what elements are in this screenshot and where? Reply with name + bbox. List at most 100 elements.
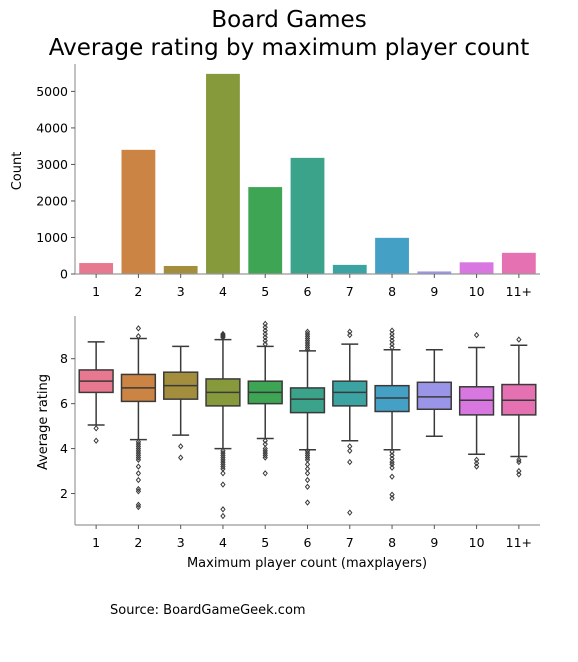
rating-y-axis-label: Average rating — [36, 374, 51, 470]
count-bar-chart: 0 1000 2000 3000 4000 5000 1 2 3 4 5 6 7 8 9 10 11+ Coun… — [10, 64, 540, 299]
outlier-point — [262, 454, 268, 461]
count-bar-10 — [459, 262, 494, 274]
outlier-point — [389, 461, 395, 468]
count-y-axis-label: Count — [10, 152, 25, 191]
outlier-point — [516, 456, 522, 464]
count-y-tick-label: 1000 — [36, 230, 68, 245]
rating-box-11+ — [501, 336, 537, 478]
outlier-point — [389, 327, 395, 334]
outlier-point — [135, 488, 142, 495]
outlier-point — [304, 499, 311, 506]
outlier-point — [304, 483, 311, 490]
outlier-point — [516, 471, 522, 478]
outlier-point — [473, 460, 480, 467]
outlier-point — [262, 327, 268, 334]
outlier-point — [220, 331, 226, 339]
outlier-point — [389, 448, 395, 456]
outlier-point — [304, 476, 311, 484]
outlier-point — [220, 481, 226, 488]
rating-x-tick-label: 9 — [430, 535, 438, 550]
count-x-tick-label: 5 — [261, 284, 269, 299]
outlier-point — [389, 452, 395, 459]
outlier-point — [389, 458, 395, 466]
count-x-tick-label: 3 — [177, 284, 185, 299]
count-x-tick-label: 9 — [430, 284, 438, 299]
outlier-point — [347, 447, 353, 455]
rating-x-tick-label: 4 — [219, 535, 227, 550]
outlier-point — [262, 334, 268, 341]
rating-box-2 — [120, 325, 157, 511]
outlier-point — [516, 458, 522, 466]
rating-x-tick-label: 1 — [92, 535, 100, 550]
outlier-point — [389, 330, 395, 338]
count-bar-6 — [290, 157, 325, 274]
outlier-point — [93, 437, 99, 444]
outlier-point — [473, 463, 480, 470]
outlier-point — [135, 333, 142, 340]
outlier-point — [178, 454, 184, 461]
rating-y-tick-label: 2 — [60, 486, 68, 501]
rating-x-tick-label: 8 — [388, 535, 396, 550]
count-bar-3 — [163, 265, 198, 274]
rating-x-tick-label: 6 — [304, 535, 312, 550]
count-x-tick-label: 8 — [388, 284, 396, 299]
count-bar-7 — [332, 264, 367, 274]
rating-x-tick-label: 3 — [177, 535, 185, 550]
rating-x-tick-label: 5 — [261, 535, 269, 550]
count-bar-9 — [417, 271, 452, 274]
rating-y-tick-label: 6 — [60, 396, 68, 411]
rating-x-axis-label: Maximum player count (maxplayers) — [187, 556, 427, 571]
rating-box-4 — [205, 330, 241, 520]
rating-x-tick-label: 2 — [134, 535, 142, 550]
rating-y-tick-label: 4 — [60, 441, 68, 456]
count-bar-8 — [375, 237, 409, 274]
count-x-tick-label: 11+ — [506, 284, 532, 299]
outlier-point — [347, 331, 353, 339]
outlier-point — [135, 501, 142, 508]
outlier-point — [389, 344, 395, 351]
count-y-tick-label: 3000 — [36, 157, 68, 172]
outlier-point — [262, 452, 268, 459]
rating-box-10 — [458, 331, 495, 470]
outlier-point — [178, 443, 184, 450]
outlier-point — [389, 334, 395, 341]
outlier-point — [220, 463, 226, 470]
outlier-point — [262, 437, 268, 444]
rating-box-3 — [163, 345, 199, 461]
count-x-tick-label: 6 — [304, 284, 312, 299]
outlier-point — [347, 328, 353, 335]
outlier-point — [516, 467, 522, 475]
outlier-point — [220, 512, 226, 520]
outlier-point — [262, 320, 268, 328]
outlier-point — [262, 470, 268, 477]
count-y-tick-label: 5000 — [36, 84, 68, 99]
count-y-tick-label: 4000 — [36, 120, 68, 135]
outlier-point — [135, 503, 142, 511]
outlier-point — [516, 336, 522, 343]
outlier-point — [304, 346, 311, 353]
count-y-tick-label: 0 — [60, 267, 68, 282]
rating-box-7 — [332, 328, 368, 516]
outlier-point — [135, 470, 142, 477]
outlier-point — [347, 458, 353, 466]
outlier-point — [262, 324, 268, 331]
rating-box-1 — [78, 341, 114, 444]
outlier-point — [389, 491, 395, 498]
count-x-tick-label: 4 — [219, 284, 227, 299]
chart-title: Board Games Average rating by maximum pl… — [0, 6, 578, 62]
outlier-point — [220, 470, 226, 477]
rating-box-8 — [374, 327, 410, 502]
rating-x-tick-label: 10 — [469, 535, 485, 550]
rating-box-9 — [416, 348, 452, 437]
outlier-point — [135, 476, 142, 484]
chart-title-line-2: Average rating by maximum player count — [48, 35, 530, 61]
outlier-point — [347, 509, 353, 516]
outlier-point — [135, 454, 142, 461]
count-x-tick-label: 7 — [346, 284, 354, 299]
outlier-point — [262, 330, 268, 338]
outlier-point — [304, 344, 311, 351]
outlier-point — [262, 337, 268, 344]
rating-box-plot: 2 4 6 8 1 2 3 4 5 6 7 8 9 10 11+ Average rating Maximu… — [36, 316, 540, 571]
